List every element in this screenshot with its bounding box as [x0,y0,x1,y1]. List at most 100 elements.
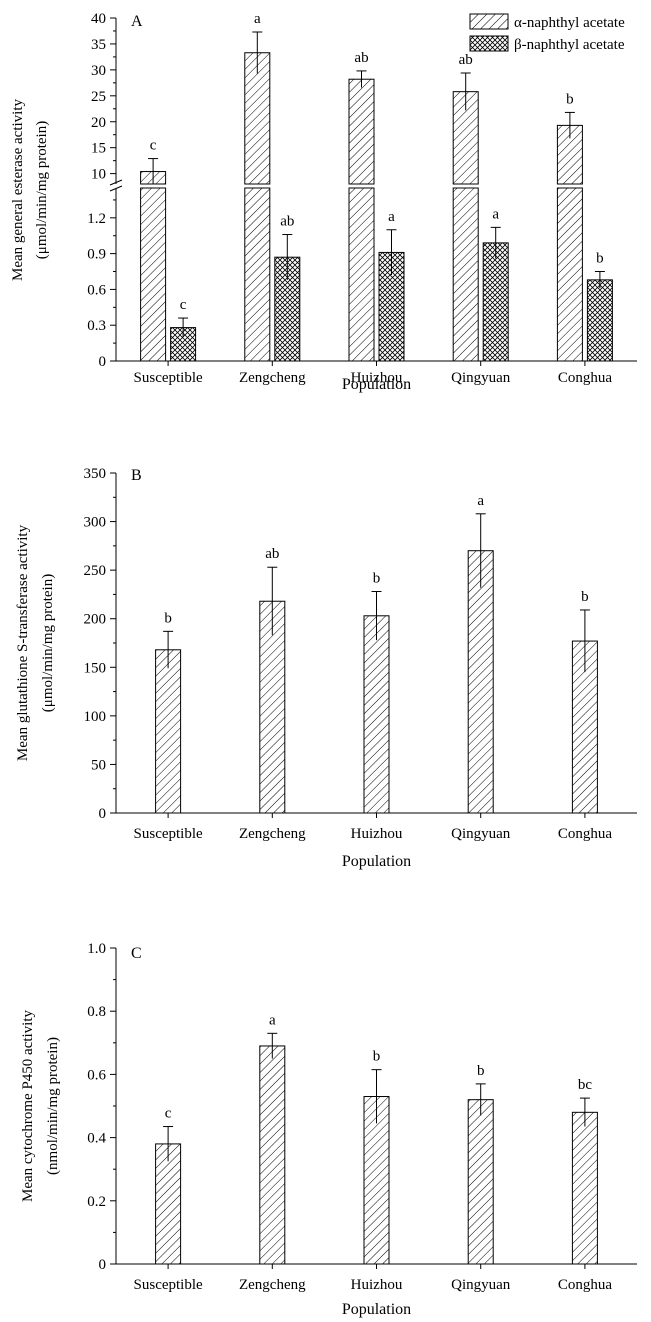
panel-c-y-tick-label-0: 0 [99,1257,107,1273]
panel-a-bar-s0-1-lower [244,187,271,362]
panel-a-bar-s1-4 [586,279,613,362]
panel-a-sig-letter-s1-3: a [492,206,499,222]
panel-a-y-tick-label-lower-0: 0 [99,354,107,370]
panel-c-bar-s0-2 [363,1096,390,1265]
panel-c-y-axis-label-line-1: (nmol/min/mg protein) [45,1037,61,1175]
panel-a-sig-letter-s1-1: ab [280,214,294,230]
panel-a-bar-s0-0-lower [140,187,167,362]
panel-a-sig-letter-s0-0: c [150,138,157,154]
panel-a-sig-letter-s0-2: ab [354,50,368,66]
panel-c-y-tick-label-3: 0.6 [87,1067,106,1083]
panel-b-bar-s0-0 [155,649,182,814]
panel-c-sig-letter-s0-3: b [477,1063,485,1079]
panel-a-sig-letter-s1-0: c [180,297,187,313]
panel-c-chart: 0 0.2 0.4 0.6 0.8 1.0 c a b b bc Susceptible Zengche… [20,941,637,1318]
panel-a-sig-letter-s0-4: b [566,91,574,107]
panel-b-x-axis-label: Population [342,853,411,870]
panel-b-panel-label: B [131,467,142,484]
panel-c-x-tick-label-0: Susceptible [134,1277,203,1293]
panel-c-y-tick-label-1: 0.2 [87,1194,106,1210]
panel-b-y-tick-label-3: 150 [84,660,107,676]
panel-b-y-axis-label-line-1: (μmol/min/mg protein) [40,574,56,712]
panel-b-sig-letter-s0-0: b [164,610,172,626]
panel-a-bar-s0-4-lower [556,187,583,362]
panel-c-bar-s0-3 [467,1099,494,1265]
panel-a-axis-break-mark-1 [109,179,123,186]
panel-a-x-tick-label-0: Susceptible [134,370,203,386]
panel-b-bar-s0-1 [259,600,286,814]
panel-a-y-tick-label-upper-0: 10 [91,167,106,183]
panel-b-y-tick-label-7: 350 [84,466,107,482]
panel-a-y-axis-label-line-1: (μmol/min/mg protein) [34,121,50,259]
panel-b-sig-letter-s0-1: ab [265,546,279,562]
panel-c-x-axis-label: Population [342,1301,411,1318]
panel-b-y-tick-label-4: 200 [84,612,107,628]
panel-c-bar-s0-4 [571,1111,598,1265]
panel-c-sig-letter-s0-1: a [269,1012,276,1028]
panel-a-bar-s0-3-lower [452,187,479,362]
panel-a-y-axis-label-line-0: Mean general esterase activity [10,99,26,281]
panel-c-bar-s0-0 [155,1143,182,1265]
panel-a-y-tick-label-lower-4: 1.2 [87,211,106,227]
panel-a-x-axis-label: Population [342,376,411,393]
panel-a-bar-s0-2-upper [348,78,375,185]
panel-a-bar-s0-2-lower [348,187,375,362]
panel-a-y-tick-label-upper-2: 20 [91,115,106,131]
panel-a-y-tick-label-upper-3: 25 [91,89,106,105]
panel-c-sig-letter-s0-4: bc [578,1077,593,1093]
panel-a-bar-s0-3-upper [452,91,479,185]
panel-b-x-tick-label-4: Conghua [558,826,613,842]
panel-a-bar-s0-1-upper [244,52,271,185]
panel-a-sig-letter-s0-1: a [254,11,261,27]
panel-a-bar-s1-3 [482,242,509,362]
panel-b-y-tick-label-2: 100 [84,709,107,725]
panel-b-y-tick-label-5: 250 [84,563,107,579]
panel-c-y-axis-label-line-0: Mean cytochrome P450 activity [20,1009,36,1202]
panel-b-bar-s0-2 [363,615,390,814]
panel-a-x-tick-label-4: Conghua [558,370,613,386]
panel-b-y-tick-label-0: 0 [99,806,107,822]
panel-b-sig-letter-s0-4: b [581,589,589,605]
panel-a-y-tick-label-lower-2: 0.6 [87,282,106,298]
panel-c-y-tick-label-5: 1.0 [87,941,106,957]
panel-c-sig-letter-s0-0: c [165,1106,172,1122]
panel-a-y-tick-label-upper-6: 40 [91,11,106,27]
panel-c-panel-label: C [131,945,142,962]
panel-a-legend-label-1: β-naphthyl acetate [514,37,625,53]
panel-a-axis-break-mark-2 [109,185,123,192]
panel-b-sig-letter-s0-2: b [373,571,381,587]
panel-c-y-tick-label-4: 0.8 [87,1004,106,1020]
panel-a-legend-label-0: α-naphthyl acetate [514,15,625,31]
panel-b-y-axis-label-line-0: Mean glutathione S-transferase activity [15,524,31,761]
panel-a-x-tick-label-2: Huizhou [351,370,403,386]
panel-b-y-tick-label-1: 50 [91,757,106,773]
panel-a-x-tick-label-1: Zengcheng [239,370,306,386]
panel-a-x-tick-label-3: Qingyuan [451,370,511,386]
panel-c-x-tick-label-4: Conghua [558,1277,613,1293]
panel-b-x-tick-label-2: Huizhou [351,826,403,842]
panel-a-y-tick-label-upper-5: 35 [91,37,106,53]
panel-a-y-tick-label-upper-4: 30 [91,63,106,79]
panel-a-legend-swatch-0 [469,13,509,30]
panel-b-x-tick-label-1: Zengcheng [239,826,306,842]
panel-c-sig-letter-s0-2: b [373,1049,381,1065]
panel-b-x-tick-label-0: Susceptible [134,826,203,842]
panel-a-sig-letter-s1-4: b [596,251,604,267]
panel-a-sig-letter-s1-2: a [388,209,395,225]
panel-c-x-tick-label-3: Qingyuan [451,1277,511,1293]
panel-a-y-tick-label-lower-1: 0.3 [87,318,106,334]
panel-c-x-tick-label-1: Zengcheng [239,1277,306,1293]
panel-c-bar-s0-1 [259,1045,286,1265]
panel-b-y-tick-label-6: 300 [84,515,107,531]
panel-b-bar-s0-3 [467,550,494,814]
panel-a-sig-letter-s0-3: ab [459,52,473,68]
panel-c-x-tick-label-2: Huizhou [351,1277,403,1293]
panel-a-y-tick-label-lower-3: 0.9 [87,247,106,263]
panel-a-y-tick-label-upper-1: 15 [91,141,106,157]
panel-b-sig-letter-s0-3: a [477,493,484,509]
panel-a-legend-swatch-1 [469,35,509,52]
panel-b-x-tick-label-3: Qingyuan [451,826,511,842]
